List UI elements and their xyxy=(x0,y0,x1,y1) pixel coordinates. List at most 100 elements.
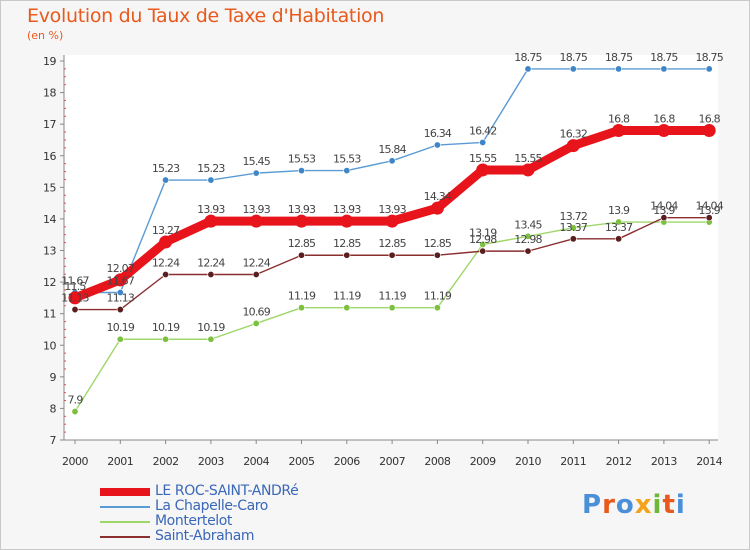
data-point xyxy=(207,271,215,279)
data-label: 18.75 xyxy=(605,51,633,64)
data-label: 13.9 xyxy=(653,204,675,217)
y-tick-label: 15 xyxy=(43,181,56,194)
legend-swatch xyxy=(100,488,150,496)
logo-letter: P xyxy=(582,490,603,520)
data-point xyxy=(116,289,124,297)
data-point xyxy=(524,232,532,240)
data-label: 12.85 xyxy=(288,237,316,250)
data-label: 14.04 xyxy=(650,200,678,213)
chart-axes: 7 8 9 10 11 12 13 14 15 16 17 18 19 2000 2001 2002 2003 2… xyxy=(43,55,723,468)
y-tick-label: 16 xyxy=(43,150,56,163)
data-label: 13.93 xyxy=(288,203,316,216)
legend-label: Montertelot xyxy=(155,513,233,529)
legend-item: La Chapelle-Caro xyxy=(100,498,420,514)
data-label: 15.53 xyxy=(288,153,316,166)
data-point xyxy=(71,408,79,416)
data-label: 15.45 xyxy=(242,155,270,168)
logo-letter: i xyxy=(675,490,686,520)
y-tick-label: 8 xyxy=(50,402,57,415)
data-point xyxy=(612,123,626,137)
data-label: 11.67 xyxy=(61,275,89,288)
data-point xyxy=(207,335,215,343)
data-point xyxy=(479,138,487,146)
data-label: 10.19 xyxy=(152,321,180,334)
data-label: 18.75 xyxy=(695,51,723,64)
data-label: 18.75 xyxy=(514,51,542,64)
logo-letter: i xyxy=(652,490,663,520)
logo-letter: x xyxy=(634,490,653,520)
plot-area xyxy=(64,55,718,440)
y-tick-label: 12 xyxy=(43,276,56,289)
legend-label: La Chapelle-Caro xyxy=(155,498,268,514)
data-label: 15.84 xyxy=(378,143,406,156)
data-point xyxy=(479,247,487,255)
y-tick-label: 19 xyxy=(43,55,56,68)
y-tick-label: 14 xyxy=(43,213,56,226)
data-label: 13.9 xyxy=(699,204,721,217)
chart-data-labels: 11.67 11.67 15.23 15.23 15.45 15.53 15.53 15.84… xyxy=(61,51,724,407)
data-label: 10.19 xyxy=(197,321,225,334)
data-point xyxy=(657,123,671,137)
legend-label: LE ROC-SAINT-ANDRé xyxy=(155,483,299,499)
data-point xyxy=(116,335,124,343)
data-point xyxy=(385,214,399,228)
data-point xyxy=(116,306,124,314)
data-point xyxy=(159,235,173,249)
y-tick-label: 11 xyxy=(43,308,56,321)
data-point xyxy=(252,271,260,279)
data-label: 16.8 xyxy=(608,112,630,125)
data-label: 12.85 xyxy=(333,237,361,250)
data-label: 18.75 xyxy=(560,51,588,64)
logo-letter: o xyxy=(615,490,635,520)
data-label: 15.23 xyxy=(197,162,225,175)
data-label: 13.45 xyxy=(514,218,542,231)
x-tick-label: 2003 xyxy=(198,455,224,468)
x-tick-label: 2013 xyxy=(651,455,677,468)
y-tick-label: 7 xyxy=(50,434,57,447)
y-tick-label: 18 xyxy=(43,87,56,100)
data-label: 13.93 xyxy=(333,203,361,216)
data-label: 10.19 xyxy=(107,321,135,334)
data-label: 10.69 xyxy=(242,305,270,318)
data-label: 11.13 xyxy=(107,292,135,305)
data-point xyxy=(476,163,490,177)
data-point xyxy=(524,247,532,255)
data-point xyxy=(207,176,215,184)
data-point xyxy=(162,271,170,279)
data-point xyxy=(388,304,396,312)
data-label: 11.19 xyxy=(424,290,452,303)
data-point xyxy=(566,139,580,153)
data-label: 15.53 xyxy=(333,153,361,166)
data-label: 13.93 xyxy=(242,203,270,216)
data-point xyxy=(388,157,396,165)
data-point xyxy=(68,291,82,305)
data-label: 16.8 xyxy=(653,112,675,125)
x-tick-label: 2002 xyxy=(153,455,179,468)
data-label: 11.19 xyxy=(333,290,361,303)
data-label: 12.98 xyxy=(514,233,542,246)
data-label: 11.67 xyxy=(107,275,135,288)
data-point xyxy=(204,214,218,228)
x-tick-label: 2005 xyxy=(289,455,315,468)
data-label: 12.07 xyxy=(107,262,135,275)
data-label: 15.55 xyxy=(514,152,542,165)
legend-item: LE ROC-SAINT-ANDRé xyxy=(100,483,420,499)
logo-letter: t xyxy=(662,490,676,520)
legend-swatch xyxy=(100,536,150,538)
data-label: 15.55 xyxy=(469,152,497,165)
x-tick-label: 2000 xyxy=(62,455,88,468)
y-tick-label: 17 xyxy=(43,118,56,131)
data-point xyxy=(71,306,79,314)
x-tick-label: 2008 xyxy=(424,455,450,468)
data-label: 15.23 xyxy=(152,162,180,175)
x-tick-label: 2009 xyxy=(470,455,496,468)
data-point xyxy=(249,214,263,228)
data-label: 13.37 xyxy=(560,221,588,234)
data-point xyxy=(388,251,396,259)
data-point xyxy=(297,251,305,259)
x-tick-label: 2011 xyxy=(560,455,586,468)
data-point xyxy=(615,235,623,243)
data-label: 14.04 xyxy=(695,200,723,213)
data-label: 12.24 xyxy=(242,257,270,270)
data-label: 7.9 xyxy=(67,394,83,407)
